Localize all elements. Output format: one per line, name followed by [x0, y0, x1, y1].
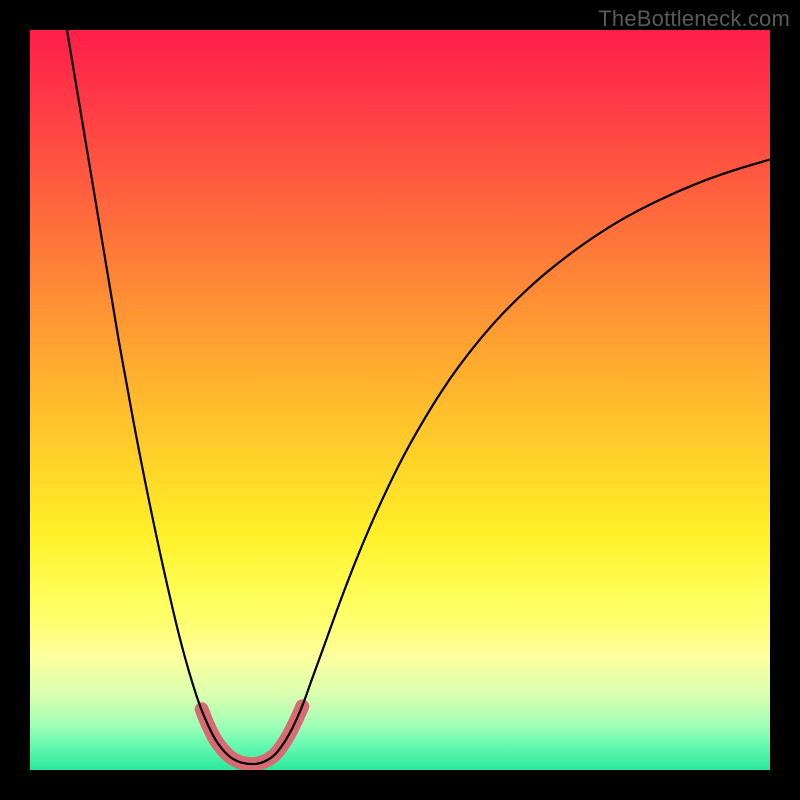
bottleneck-chart: [0, 0, 800, 800]
chart-container: TheBottleneck.com: [0, 0, 800, 800]
plot-gradient-background: [30, 30, 770, 770]
watermark-label: TheBottleneck.com: [598, 6, 790, 32]
